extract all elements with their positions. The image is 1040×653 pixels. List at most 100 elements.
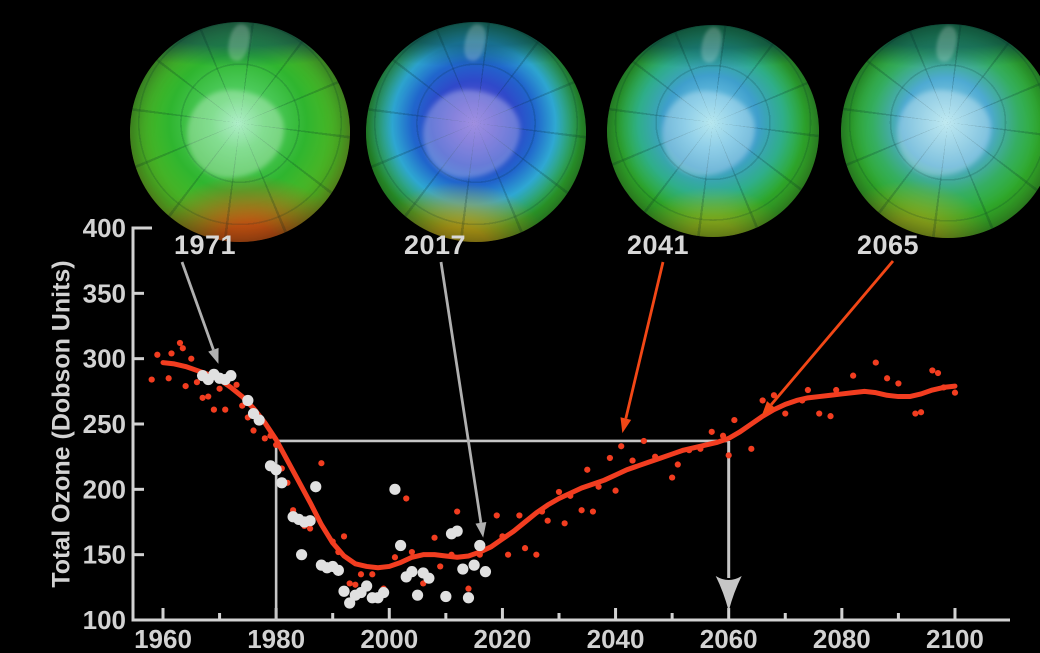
annotation-arrows: [180, 260, 895, 538]
annotation-arrow-line-2017: [439, 261, 483, 524]
model-dot: [165, 375, 172, 382]
observation-dot: [225, 370, 237, 382]
observation-dot: [338, 585, 350, 597]
observation-dot: [457, 563, 469, 575]
model-dot: [408, 548, 416, 556]
model-dot: [895, 380, 902, 387]
model-dot: [454, 508, 461, 515]
model-dot: [357, 571, 365, 578]
observation-dot: [242, 394, 254, 407]
observation-dot: [451, 525, 463, 537]
model-dot: [640, 437, 647, 445]
annotation-arrowhead-2017: [475, 522, 487, 538]
globe-year-label-2065: 2065: [856, 230, 920, 260]
y-tick-label: 250: [83, 409, 126, 439]
model-dot: [521, 545, 529, 552]
observation-dot: [406, 566, 418, 578]
model-dot: [193, 379, 201, 386]
model-dot: [816, 410, 823, 417]
model-dot: [612, 487, 619, 494]
model-dot: [584, 466, 591, 473]
model-dot: [578, 507, 585, 514]
model-dot: [759, 397, 766, 404]
model-dot: [929, 367, 936, 374]
y-tick-label: 300: [83, 344, 126, 374]
model-dot: [504, 551, 512, 558]
globe-year-label-1971: 1971: [173, 230, 237, 260]
observation-dot: [295, 549, 308, 561]
annotation-arrow-line-2041: [624, 261, 665, 419]
model-dot: [544, 517, 551, 524]
x-tick-label: 2080: [813, 624, 871, 653]
model-dot: [618, 443, 625, 450]
model-dot: [154, 351, 161, 358]
observation-dot: [304, 515, 316, 527]
model-dot: [669, 474, 676, 481]
observation-dot: [310, 481, 322, 493]
model-dot: [782, 410, 789, 417]
x-tick-label: 1980: [247, 624, 305, 653]
x-tick-label: 2040: [587, 624, 645, 653]
model-dot: [850, 372, 857, 379]
model-dot: [589, 508, 597, 515]
model-dot: [465, 585, 472, 592]
model-dot: [934, 369, 942, 377]
x-tick-label: 2000: [360, 624, 418, 653]
observation-dot: [474, 539, 486, 552]
model-dot: [306, 525, 314, 532]
model-dot: [770, 392, 778, 399]
model-dot: [188, 355, 195, 362]
model-dot: [516, 512, 523, 519]
globe-year-label-2017: 2017: [403, 230, 467, 260]
annotation-arrowhead-2065: [761, 401, 776, 417]
series-observation-dots: [196, 368, 492, 609]
y-tick-label: 400: [83, 213, 126, 243]
series-model-annual-dots: [148, 339, 959, 592]
observation-dot: [462, 592, 475, 604]
axes: 100 150 200 250 300 350 400 1960 1980 2000 2020 204…: [83, 213, 1010, 653]
model-dot: [493, 512, 500, 519]
model-dot: [561, 520, 568, 527]
observation-dot: [394, 539, 407, 552]
model-dot: [222, 406, 229, 413]
model-dot: [674, 461, 681, 468]
observation-dot: [253, 414, 265, 426]
model-dot: [431, 534, 438, 541]
annotation-arrow-line-1971: [180, 261, 215, 351]
antarctica-landmass: [896, 90, 991, 176]
model-dot: [261, 435, 268, 442]
antarctica-landmass: [662, 90, 756, 176]
series-model-trend-line: [160, 360, 958, 571]
x-tick-label: 2060: [700, 624, 758, 653]
model-dot: [629, 457, 636, 464]
model-dot: [199, 394, 206, 401]
model-dot: [182, 383, 189, 390]
model-dot: [872, 359, 879, 366]
model-dot: [250, 427, 257, 434]
observation-dot: [389, 483, 401, 495]
annotation-arrowhead-2041: [620, 417, 632, 434]
model-dot: [318, 460, 325, 467]
model-dot: [352, 581, 359, 588]
model-dot: [168, 350, 175, 357]
model-dot: [437, 563, 444, 570]
model-dot: [833, 386, 840, 394]
globe-year-label-2041: 2041: [626, 230, 690, 260]
model-dot: [205, 393, 212, 400]
model-dot: [917, 409, 925, 416]
model-dot: [827, 413, 834, 420]
x-tick-label: 1960: [134, 624, 192, 653]
model-dot: [606, 454, 614, 462]
model-dot: [708, 428, 715, 435]
model-dot: [731, 416, 738, 424]
model-dot: [403, 495, 410, 502]
model-dot: [748, 445, 755, 452]
model-dot: [391, 554, 399, 561]
observation-dot: [344, 597, 356, 609]
model-dot: [210, 406, 218, 413]
observation-dot: [378, 586, 390, 599]
model-dot: [725, 452, 732, 459]
observation-dot: [361, 580, 373, 592]
